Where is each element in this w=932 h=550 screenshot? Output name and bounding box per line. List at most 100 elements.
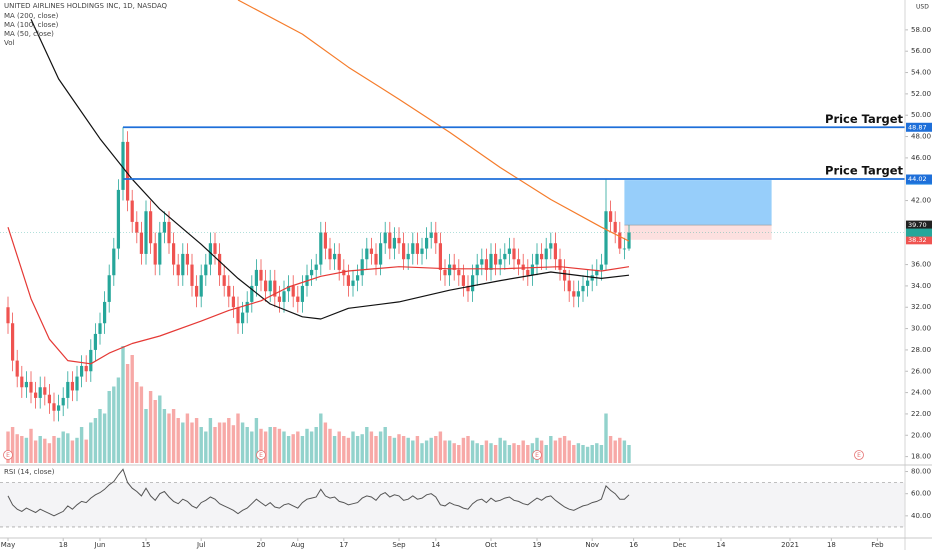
candle-body	[66, 381, 70, 398]
volume-bar	[273, 427, 277, 463]
volume-bar	[10, 427, 15, 463]
candle-body	[342, 269, 346, 276]
candle-body	[291, 285, 295, 297]
volume-bar	[102, 413, 107, 463]
volume-bar	[259, 428, 263, 463]
earnings-marker	[532, 450, 542, 460]
candle-body	[337, 253, 341, 270]
earnings-marker	[256, 450, 266, 460]
volume-bar	[461, 437, 466, 463]
candle-body	[572, 291, 576, 297]
volume-bar	[291, 434, 295, 463]
volume-bar	[286, 436, 291, 463]
earnings-label: E	[857, 452, 861, 459]
candle-body	[604, 211, 608, 265]
x-tick-label: Feb	[871, 541, 884, 549]
candle-body	[162, 221, 167, 233]
candle-body	[425, 237, 429, 249]
candle-body	[392, 237, 397, 249]
price-target-label: Price Target	[825, 112, 903, 126]
candle-body	[144, 211, 148, 254]
candle-body	[420, 248, 424, 254]
x-tick-label: 19	[533, 541, 542, 549]
y-tick-label: 42.00	[911, 197, 931, 205]
volume-bar	[608, 436, 613, 463]
candle-body	[75, 376, 79, 391]
volume-bar	[489, 443, 493, 463]
y-tick-label: 54.00	[911, 69, 931, 77]
candle-body	[360, 259, 364, 276]
volume-bar	[397, 434, 401, 463]
candle-body	[544, 248, 548, 260]
candle-body	[241, 312, 245, 324]
candle-body	[103, 301, 107, 324]
volume-bar	[466, 436, 470, 463]
volume-bar	[93, 418, 98, 463]
volume-bar	[498, 437, 502, 463]
volume-bar	[254, 418, 259, 463]
candle-body	[319, 232, 323, 265]
candle-body	[517, 259, 521, 265]
candle-body	[323, 232, 328, 249]
candle-body	[167, 221, 171, 244]
volume-bar	[622, 440, 627, 463]
candle-body	[466, 285, 470, 292]
volume-bar	[250, 431, 254, 463]
back-layer	[0, 180, 905, 528]
candle-body	[250, 285, 254, 302]
candle-body	[475, 264, 479, 276]
candle-body	[38, 387, 42, 398]
volume-bar	[627, 445, 631, 463]
volume-bar	[6, 431, 10, 463]
volume-bar	[585, 446, 590, 463]
volume-bar	[401, 436, 406, 463]
volume-bar	[66, 433, 70, 463]
candle-body	[310, 269, 314, 276]
candle-body	[245, 301, 249, 313]
volume-bar	[167, 413, 171, 463]
volume-bar	[112, 386, 116, 463]
volume-bar	[346, 437, 351, 463]
volume-bar	[576, 443, 581, 463]
candle-body	[296, 296, 300, 302]
volume-bar	[263, 431, 268, 463]
candle-body	[553, 243, 558, 260]
volume-bar	[277, 428, 282, 463]
volume-bar	[411, 440, 415, 463]
candle-body	[480, 259, 484, 265]
rsi-legend: RSI (14, close)	[4, 468, 55, 476]
volume-bar	[516, 445, 521, 463]
candle-body	[535, 253, 539, 265]
candle-body	[314, 264, 318, 270]
chart-title: UNITED AIRLINES HOLDINGS INC, 1D, NASDAQ	[4, 2, 168, 10]
volume-bar	[171, 409, 176, 463]
volume-bar	[190, 422, 194, 463]
candle-body	[526, 269, 530, 276]
rsi-tick-label: 60.00	[911, 490, 931, 498]
volume-bar	[457, 445, 461, 463]
candle-body	[383, 232, 387, 244]
candle-body	[461, 275, 466, 286]
volume-bar	[539, 440, 544, 463]
candle-body	[190, 264, 194, 286]
candle-body	[379, 243, 383, 265]
candle-body	[595, 269, 599, 276]
volume-bar	[342, 436, 346, 463]
volume-bar	[199, 427, 203, 463]
volume-bar	[429, 437, 433, 463]
candle-body	[406, 253, 410, 260]
legend-entry: MA (100, close)	[4, 21, 59, 29]
volume-bar	[130, 355, 134, 463]
x-tick-label: 20	[257, 541, 266, 549]
volume-bar	[20, 436, 24, 463]
x-tick-label: 14	[431, 541, 440, 549]
candle-body	[236, 307, 240, 324]
y-tick-label: 18.00	[911, 453, 931, 461]
candle-body	[333, 253, 337, 260]
volume-bar	[378, 431, 383, 463]
candle-body	[89, 349, 93, 372]
candle-body	[415, 243, 420, 254]
volume-bar	[79, 427, 84, 463]
volume-bar	[236, 413, 240, 463]
candle-body	[563, 269, 567, 281]
